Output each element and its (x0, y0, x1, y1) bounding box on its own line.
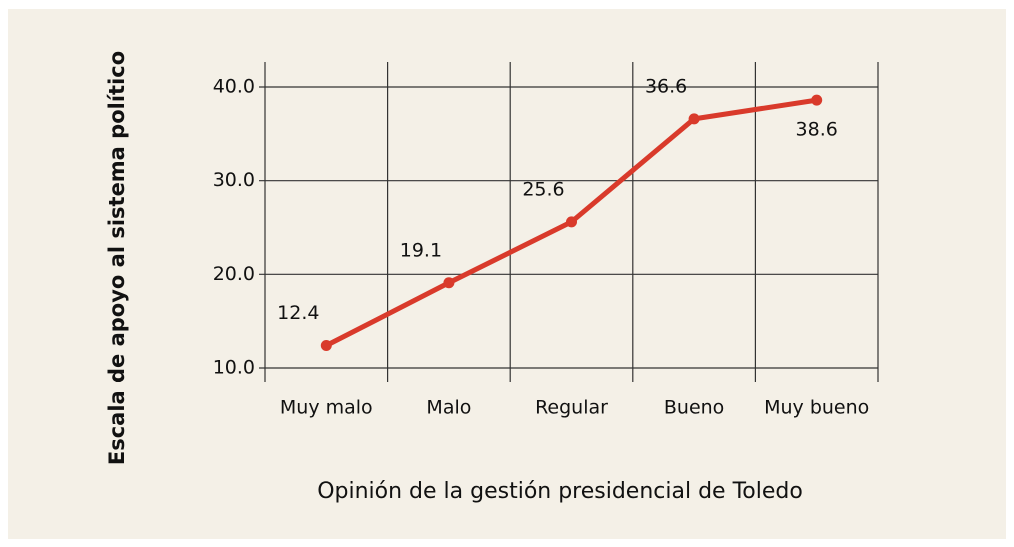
x-tick-label: Muy malo (280, 397, 373, 419)
x-tick-label: Muy bueno (764, 397, 869, 419)
y-tick-label: 30.0 (213, 169, 255, 191)
data-label: 25.6 (522, 178, 564, 200)
point (443, 277, 455, 289)
y-tick-label: 10.0 (213, 357, 255, 379)
data-label: 12.4 (277, 302, 319, 324)
data-label: 36.6 (645, 75, 687, 97)
x-axis-title: Opinión de la gestión presidencial de To… (317, 479, 803, 504)
data-label: 38.6 (796, 119, 838, 141)
y-tick-label: 40.0 (213, 76, 255, 98)
x-tick-label: Regular (535, 397, 608, 419)
point (320, 340, 332, 352)
point (688, 113, 700, 125)
x-tick-label: Malo (426, 397, 471, 419)
y-tick-label: 20.0 (213, 263, 255, 285)
point (811, 94, 823, 106)
point (566, 216, 577, 228)
y-axis-title: Escala de apoyo al sistema político (105, 51, 129, 465)
data-label: 19.1 (400, 239, 442, 261)
x-tick-label: Bueno (664, 397, 724, 419)
